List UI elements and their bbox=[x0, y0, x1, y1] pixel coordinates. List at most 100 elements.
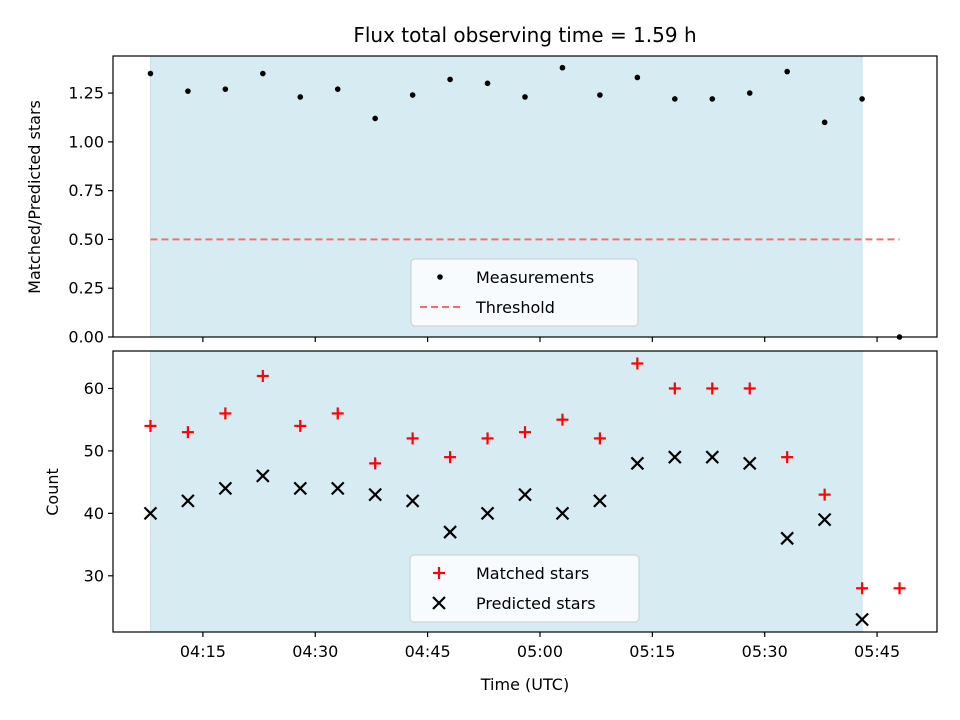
measurement-point bbox=[334, 86, 341, 92]
measurement-point bbox=[746, 90, 753, 96]
legend-threshold-label: Threshold bbox=[475, 298, 555, 317]
top-ytick-label: 1.25 bbox=[68, 84, 104, 103]
measurement-point bbox=[372, 115, 378, 122]
top-ytick-label: 0.75 bbox=[68, 181, 104, 200]
bottom-legend-box bbox=[409, 554, 640, 623]
matched-star-point bbox=[631, 357, 644, 370]
bottom-x-axis: 04:15 04:30 04:45 05:00 05:15 05:30 05:45 bbox=[180, 632, 900, 661]
matched-star-point bbox=[294, 419, 307, 432]
top-ytick-label: 0.00 bbox=[68, 328, 104, 347]
matched-star-point bbox=[593, 432, 606, 445]
measurement-point bbox=[821, 119, 828, 126]
matched-star-point bbox=[331, 407, 344, 420]
predicted-star-point bbox=[293, 481, 308, 496]
measurement-point bbox=[447, 76, 453, 83]
bottom-y-axis: 30 40 50 60 bbox=[84, 379, 113, 585]
bottom-legend: Matched stars Predicted stars bbox=[409, 554, 640, 623]
predicted-star-point bbox=[668, 450, 682, 464]
xtick-label: 05:15 bbox=[629, 642, 675, 661]
xtick-label: 05:45 bbox=[854, 642, 900, 661]
matched-star-point bbox=[181, 426, 194, 439]
measurement-point bbox=[672, 96, 678, 102]
matched-star-point bbox=[706, 382, 719, 395]
matched-star-point bbox=[743, 382, 756, 395]
top-ytick-label: 0.25 bbox=[68, 279, 104, 298]
predicted-star-point bbox=[181, 494, 195, 508]
measurement-point bbox=[185, 88, 191, 94]
bottom-ytick-label: 60 bbox=[84, 379, 104, 398]
measurement-point bbox=[859, 96, 865, 102]
matched-star-point bbox=[444, 451, 457, 464]
xtick-label: 04:15 bbox=[180, 642, 226, 661]
matched-star-point bbox=[856, 582, 869, 595]
measurement-point bbox=[634, 74, 641, 81]
top-ytick-label: 0.50 bbox=[68, 230, 104, 249]
top-x-axis bbox=[202, 337, 878, 342]
matched-star-point bbox=[369, 457, 382, 470]
measurement-point bbox=[559, 64, 566, 71]
predicted-star-point bbox=[405, 494, 420, 508]
predicted-star-point bbox=[256, 469, 270, 483]
predicted-star-point bbox=[780, 531, 794, 546]
predicted-star-point bbox=[443, 525, 457, 539]
bottom-y-axis-label: Count bbox=[43, 468, 62, 516]
predicted-star-point bbox=[518, 487, 532, 502]
chart-title: Flux total observing time = 1.59 h bbox=[353, 23, 696, 47]
measurement-point bbox=[709, 96, 716, 102]
matched-star-point bbox=[481, 432, 494, 445]
measurement-point bbox=[260, 70, 266, 77]
top-panel: 0.00 0.25 0.50 0.75 1.00 1.25 Matched/Predict… bbox=[25, 55, 938, 347]
measurement-point bbox=[597, 92, 603, 98]
xtick-label: 05:00 bbox=[517, 642, 563, 661]
x-axis-label: Time (UTC) bbox=[480, 675, 569, 694]
predicted-star-point bbox=[330, 481, 345, 496]
predicted-star-point bbox=[368, 487, 382, 502]
measurement-point bbox=[222, 86, 229, 92]
bottom-series bbox=[143, 357, 906, 627]
legend-predicted-label: Predicted stars bbox=[476, 594, 596, 613]
measurement-point bbox=[147, 70, 154, 77]
matched-star-point bbox=[556, 413, 569, 426]
xtick-label: 04:45 bbox=[405, 642, 451, 661]
measurement-point bbox=[522, 94, 528, 100]
bottom-ytick-label: 40 bbox=[84, 504, 104, 523]
measurements-series bbox=[147, 64, 903, 340]
matched-star-point bbox=[219, 407, 232, 420]
predicted-star-point bbox=[817, 512, 832, 527]
legend-matched-label: Matched stars bbox=[476, 564, 589, 583]
matched-star-point bbox=[519, 426, 531, 439]
top-y-axis-label: Matched/Predicted stars bbox=[25, 100, 44, 294]
xtick-label: 04:30 bbox=[292, 642, 338, 661]
legend-measurements-label: Measurements bbox=[476, 268, 594, 287]
matched-star-point bbox=[144, 419, 157, 432]
legend-predicted-marker bbox=[432, 596, 446, 610]
top-legend: Measurements Threshold bbox=[410, 258, 639, 327]
legend-matched-marker bbox=[433, 567, 445, 579]
top-y-axis: 0.00 0.25 0.50 0.75 1.00 1.25 bbox=[68, 84, 113, 347]
matched-star-point bbox=[781, 451, 794, 464]
xtick-label: 05:30 bbox=[742, 642, 788, 661]
predicted-star-point bbox=[630, 456, 645, 471]
predicted-star-point bbox=[218, 481, 233, 496]
matched-star-point bbox=[818, 488, 831, 501]
top-ytick-label: 1.00 bbox=[68, 132, 104, 151]
matched-star-point bbox=[668, 382, 681, 395]
predicted-star-point bbox=[855, 612, 869, 627]
bottom-ytick-label: 30 bbox=[84, 566, 104, 585]
predicted-star-point bbox=[742, 456, 757, 471]
predicted-star-point bbox=[593, 494, 607, 508]
legend-measurements-marker bbox=[437, 274, 443, 280]
matched-star-point bbox=[256, 369, 269, 382]
matched-star-point bbox=[893, 582, 906, 595]
measurement-point bbox=[409, 92, 416, 98]
measurement-point bbox=[484, 80, 491, 87]
predicted-star-point bbox=[705, 450, 720, 464]
top-axes-frame bbox=[112, 55, 938, 338]
predicted-star-point bbox=[143, 506, 158, 521]
bottom-ytick-label: 50 bbox=[84, 441, 104, 460]
top-legend-box bbox=[410, 258, 639, 327]
predicted-star-point bbox=[555, 506, 570, 521]
measurement-point bbox=[784, 68, 790, 75]
